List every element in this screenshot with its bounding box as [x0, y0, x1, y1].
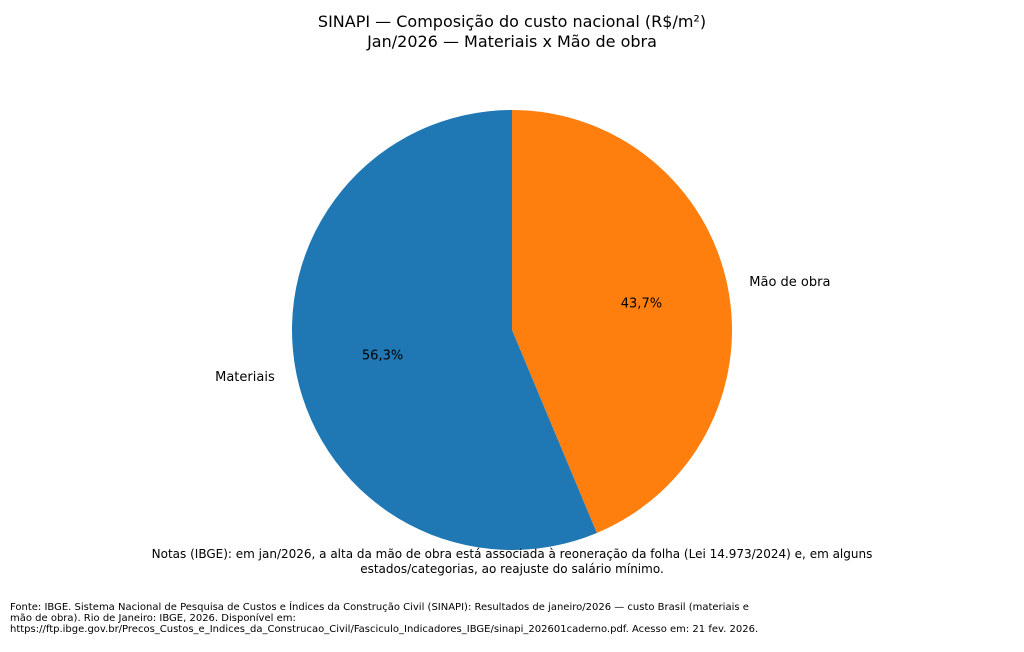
pie-pct-label-2: 56,3%	[362, 348, 403, 363]
pie-category-label-1: Mão de obra	[749, 275, 830, 290]
chart-notes: Notas (IBGE): em jan/2026, a alta da mão…	[151, 547, 873, 576]
chart-title: SINAPI — Composição do custo nacional (R…	[317, 12, 707, 31]
chart-subtitle: Jan/2026 — Materiais x Mão de obra	[367, 32, 657, 51]
pie-slice-1	[512, 110, 732, 533]
chart-source: Fonte: IBGE. Sistema Nacional de Pesquis…	[10, 602, 759, 635]
pie-slice-2	[291, 110, 597, 550]
pie-category-label-2: Materiais	[215, 370, 275, 385]
pie-pct-label-1: 43,7%	[621, 297, 662, 312]
